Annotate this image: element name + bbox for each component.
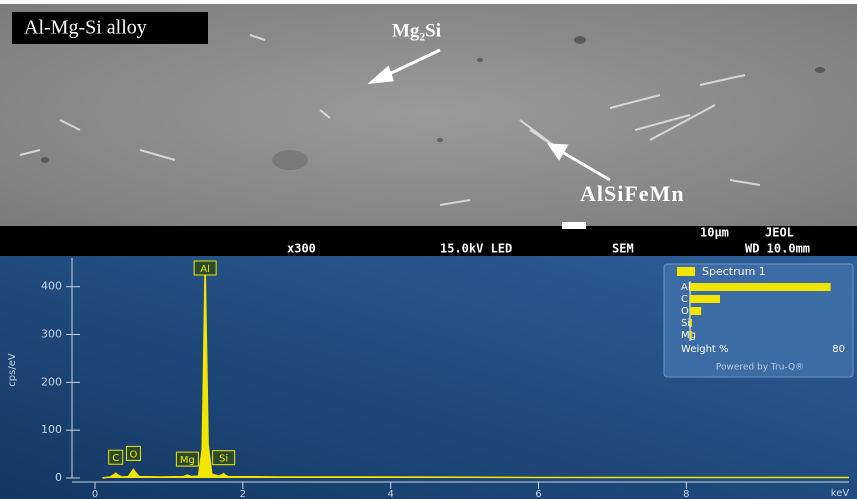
scale-bar xyxy=(562,222,586,229)
figure: Al-Mg-Si alloy Mg₂Si AlSiFeMn x300 15.0k… xyxy=(0,0,857,499)
inset-bar xyxy=(690,307,701,315)
inset-bar xyxy=(690,295,720,303)
inset-tick-label: 80 xyxy=(832,344,845,355)
inset-category: Si xyxy=(681,318,690,329)
annotation: AlSiFeMn xyxy=(580,181,685,206)
info-text: WD 10.0mm xyxy=(745,242,810,256)
x-tick-label: 8 xyxy=(683,489,689,499)
inset-bar xyxy=(690,283,831,291)
peak-label: O xyxy=(130,449,138,460)
y-tick-label: 400 xyxy=(41,280,62,293)
peak-label: C xyxy=(112,453,119,464)
legend-swatch xyxy=(677,267,695,276)
x-axis-label: keV xyxy=(831,488,850,499)
info-text: x300 xyxy=(287,242,316,256)
top-border xyxy=(0,0,857,4)
inset-bar xyxy=(690,319,692,327)
inset-category: O xyxy=(681,306,689,317)
x-tick-label: 0 xyxy=(92,489,98,499)
y-axis-label: cps/eV xyxy=(7,353,18,387)
inset-bar xyxy=(690,331,692,339)
y-tick-label: 100 xyxy=(41,423,62,436)
x-tick-label: 6 xyxy=(535,489,541,499)
annotation: Mg₂Si xyxy=(392,20,441,41)
inset-x-label: Weight % xyxy=(681,344,729,355)
peak-label: Si xyxy=(219,454,228,465)
y-tick-label: 300 xyxy=(41,328,62,341)
sem-label: Al-Mg-Si alloy xyxy=(24,17,147,39)
info-text: SEM xyxy=(612,242,634,256)
x-tick-label: 4 xyxy=(387,489,393,499)
x-tick-label: 2 xyxy=(240,489,246,499)
figure-canvas: Al-Mg-Si alloy Mg₂Si AlSiFeMn x300 15.0k… xyxy=(0,0,857,499)
info-text: JEOL xyxy=(765,226,794,240)
inset-footnote: Powered by Tru-Q® xyxy=(716,363,804,373)
info-text: 15.0kV LED xyxy=(440,242,512,256)
info-text: 10µm xyxy=(700,226,729,240)
y-tick-label: 200 xyxy=(41,375,62,388)
y-tick-label: 0 xyxy=(55,471,62,484)
inset-box xyxy=(664,264,853,377)
inset-category: C xyxy=(681,294,688,305)
peak-label: Mg xyxy=(180,455,195,466)
peak-label: Al xyxy=(200,264,210,275)
legend-label: Spectrum 1 xyxy=(702,265,766,278)
inset-category: Mg xyxy=(681,330,696,341)
inset-category: Al xyxy=(681,282,691,293)
